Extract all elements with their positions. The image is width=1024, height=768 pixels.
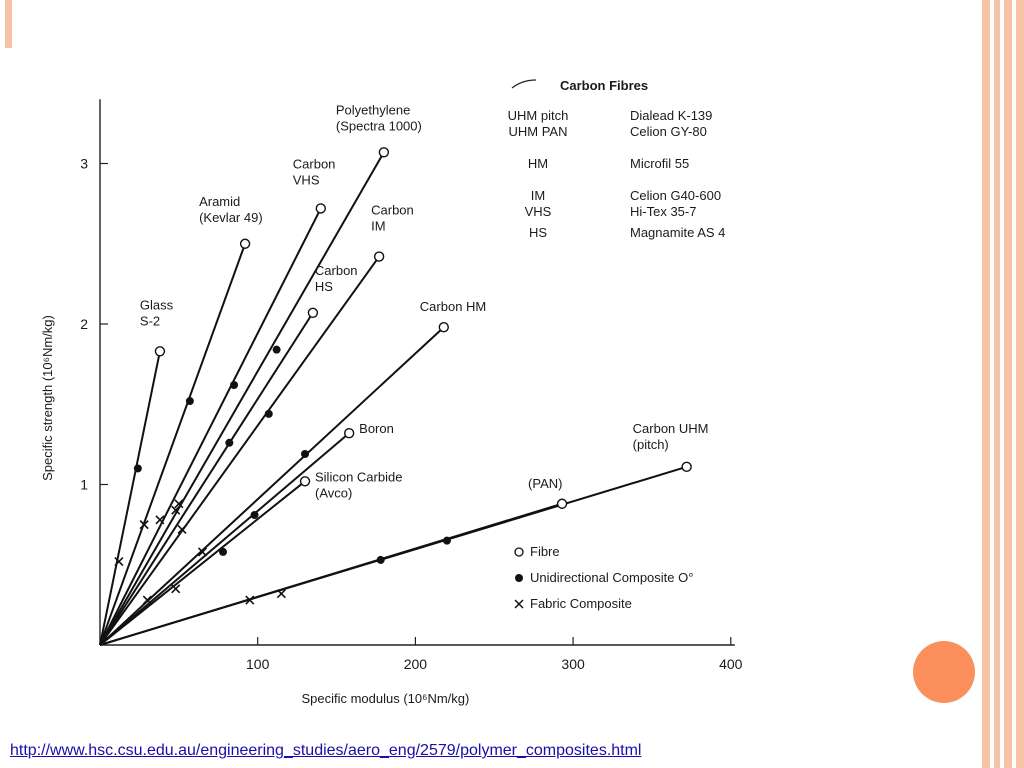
table-cell-type: IM	[531, 188, 545, 203]
table-cell-product: Celion GY-80	[630, 124, 707, 139]
chart-figure: 100 200 300 400 1 2 3 Specific modulus (10⁶Nm/k…	[30, 68, 790, 718]
composite-point	[301, 450, 310, 459]
series-label: Aramid	[199, 194, 240, 209]
series-label: (pitch)	[633, 437, 669, 452]
decorative-orange-circle	[913, 641, 975, 703]
series-label: HS	[315, 279, 333, 294]
y-tick-label: 1	[80, 477, 88, 493]
x-tick-label: 400	[719, 656, 743, 672]
series-line	[99, 432, 350, 646]
composite-point	[230, 380, 239, 389]
chart-svg: 100 200 300 400 1 2 3 Specific modulus (10⁶Nm/k…	[40, 78, 743, 706]
composite-point	[185, 397, 194, 406]
series-label: Glass	[140, 297, 174, 312]
series-line	[99, 502, 563, 646]
table-cell-type: UHM PAN	[509, 124, 568, 139]
y-tick-label: 2	[80, 316, 88, 332]
composite-point	[133, 464, 142, 473]
fibre-point	[315, 203, 326, 214]
composite-point	[376, 555, 385, 564]
series-label: Polyethylene	[336, 102, 410, 117]
fibre-point	[681, 461, 692, 473]
legend-label: Fibre	[530, 544, 560, 559]
y-tick-label: 3	[80, 156, 88, 172]
table-cell-product: Dialead K-139	[630, 108, 712, 123]
fibre-point	[154, 346, 166, 357]
fibre-point	[307, 307, 319, 318]
table-cell-product: Celion G40-600	[630, 188, 721, 203]
table-cell-product: Hi-Tex 35-7	[630, 204, 696, 219]
fabric-point	[142, 595, 152, 605]
x-axis-label: Specific modulus (10⁶Nm/kg)	[301, 691, 469, 706]
x-tick-label: 300	[561, 656, 585, 672]
x-tick-label: 100	[246, 656, 270, 672]
series-line	[99, 312, 314, 646]
table-cell-product: Magnamite AS 4	[630, 225, 725, 240]
series-label: Boron	[359, 421, 394, 436]
fabric-point	[174, 499, 184, 509]
fibre-point	[239, 238, 251, 249]
stripe	[1004, 0, 1012, 768]
x-tick-label: 200	[404, 656, 428, 672]
legend-fibre-symbol	[514, 547, 524, 557]
legend-fabric-symbol	[514, 599, 524, 609]
fibre-point	[373, 251, 385, 262]
composite-point	[272, 345, 281, 354]
fabric-point	[245, 595, 255, 605]
legend-composite-symbol	[515, 574, 523, 582]
table-cell-type: HM	[528, 156, 548, 171]
stripe	[1016, 0, 1024, 768]
series-line	[99, 480, 306, 646]
composite-point	[264, 409, 273, 418]
series-label: Carbon	[293, 156, 336, 171]
series-line	[99, 256, 380, 646]
table-cell-type: VHS	[525, 204, 552, 219]
stripe	[994, 0, 1000, 768]
series-label: Carbon	[371, 203, 414, 218]
fibre-point	[299, 476, 311, 487]
table-cell-type: UHM pitch	[508, 108, 569, 123]
series-label: (PAN)	[528, 476, 562, 491]
series-line	[99, 207, 322, 646]
series-line	[99, 351, 161, 646]
source-link[interactable]: http://www.hsc.csu.edu.au/engineering_st…	[10, 742, 642, 759]
legend-label: Unidirectional Composite O°	[530, 570, 693, 585]
composite-point	[219, 547, 228, 556]
fibre-point	[343, 427, 355, 439]
fabric-point	[177, 524, 187, 535]
series-label: S-2	[140, 313, 160, 328]
table-heading-mark	[511, 79, 537, 89]
y-axis-label: Specific strength (10⁶Nm/kg)	[40, 315, 55, 481]
table-heading: Carbon Fibres	[560, 78, 648, 93]
series-line	[99, 326, 445, 646]
fabric-point	[139, 520, 149, 530]
right-decorative-stripes	[982, 0, 1024, 768]
series-label: IM	[371, 219, 385, 234]
series-label: VHS	[293, 172, 320, 187]
stripe	[982, 0, 990, 768]
table-cell-product: Microfil 55	[630, 156, 689, 171]
fabric-point	[171, 505, 181, 515]
series-line	[99, 243, 247, 646]
series-label: Carbon UHM	[633, 421, 709, 436]
series-label: Silicon Carbide	[315, 469, 402, 484]
fabric-point	[155, 515, 165, 525]
table-cell-type: HS	[529, 225, 547, 240]
legend-label: Fabric Composite	[530, 596, 632, 611]
fibre-point	[378, 147, 390, 158]
series-label: Carbon HM	[420, 299, 486, 314]
series-label: (Kevlar 49)	[199, 210, 263, 225]
fibre-point	[438, 322, 449, 333]
series-label: (Spectra 1000)	[336, 118, 422, 133]
left-accent-bar	[5, 0, 12, 48]
series-line	[99, 151, 385, 646]
fibre-point	[556, 498, 568, 509]
series-label: Carbon	[315, 263, 358, 278]
composite-point	[250, 510, 259, 519]
series-label: (Avco)	[315, 485, 352, 500]
fabric-point	[114, 556, 124, 567]
